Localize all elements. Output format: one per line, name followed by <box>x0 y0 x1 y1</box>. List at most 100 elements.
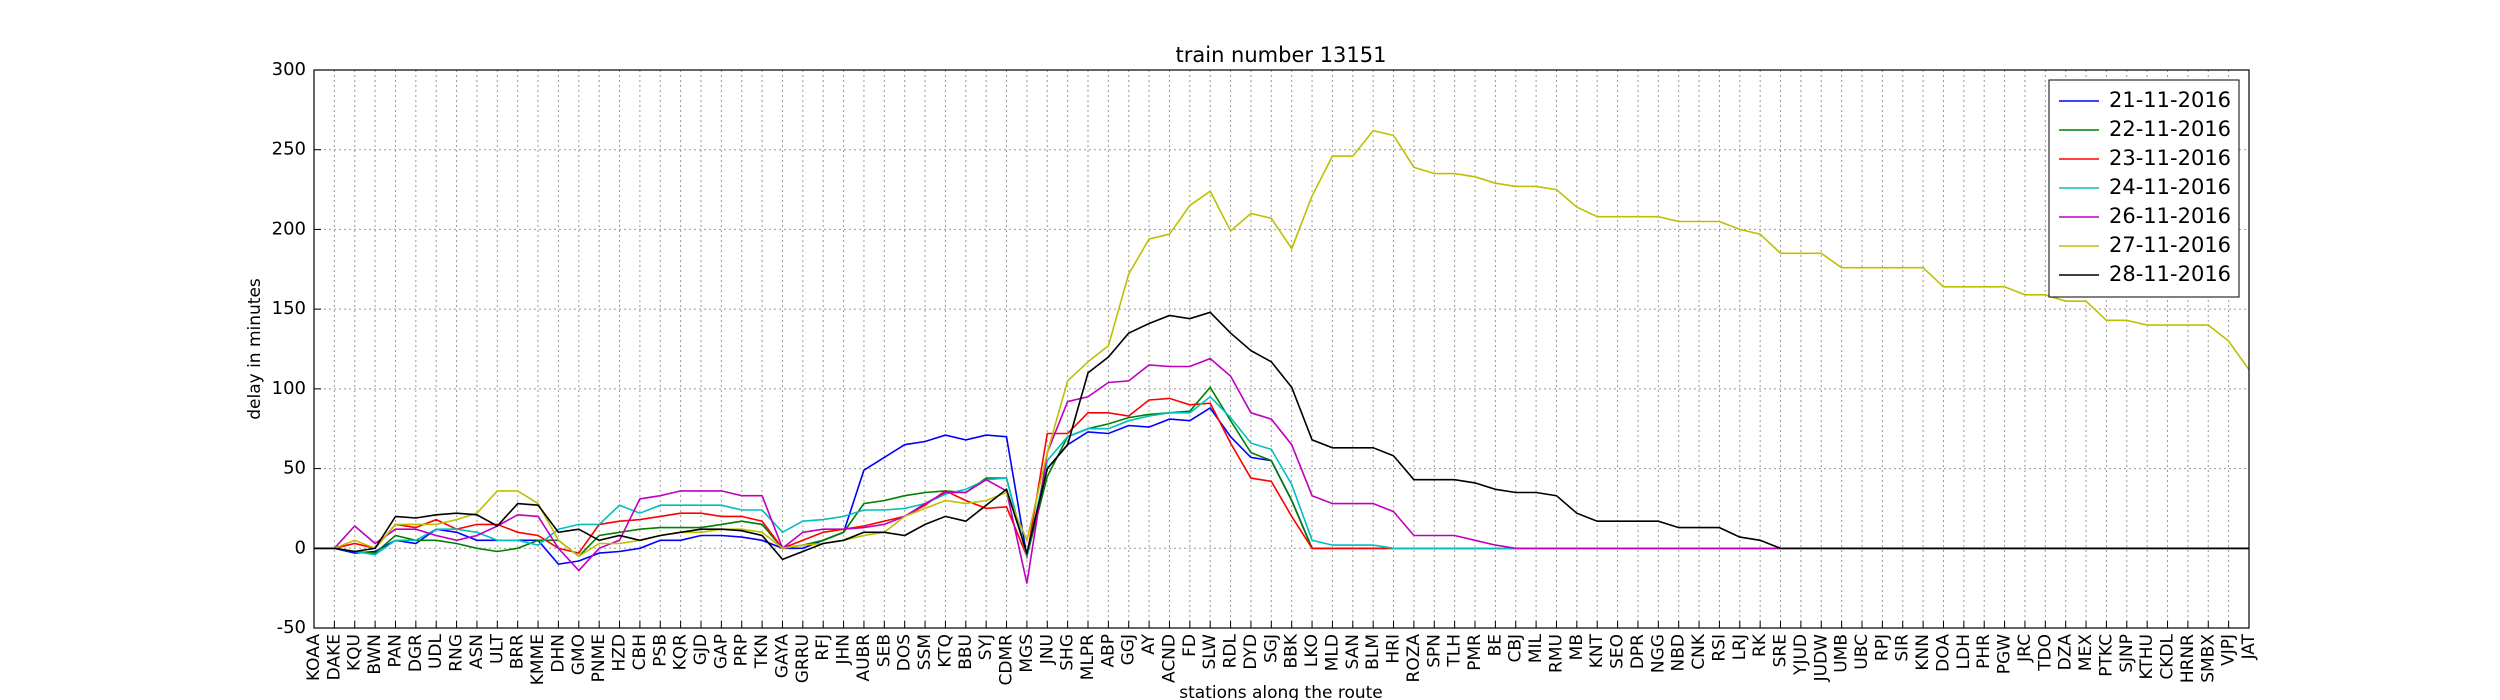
legend-label: 22-11-2016 <box>2109 117 2231 141</box>
x-tick-label: SSM <box>915 634 935 670</box>
series-line <box>314 395 2249 557</box>
x-tick-label: ASN <box>467 634 487 669</box>
legend-label: 28-11-2016 <box>2109 262 2231 286</box>
x-tick-label: ULT <box>487 633 507 664</box>
x-tick-label: RNG <box>447 634 467 672</box>
x-tick-label: DPR <box>1628 634 1648 669</box>
y-axis-label: delay in minutes <box>245 278 265 420</box>
x-tick-label: DOS <box>895 634 915 671</box>
x-tick-label: DGR <box>406 634 426 672</box>
x-tick-label: SRE <box>1771 634 1791 667</box>
y-tick-label: 300 <box>272 59 306 80</box>
x-tick-label: HZD <box>610 634 630 672</box>
x-tick-label: RMU <box>1546 634 1566 673</box>
x-tick-label: BRR <box>508 634 528 669</box>
x-tick-label: DYD <box>1241 634 1261 670</box>
x-tick-label: SLW <box>1200 634 1220 670</box>
legend-label: 21-11-2016 <box>2109 88 2231 112</box>
x-tick-label: CBH <box>630 634 650 670</box>
x-axis-label: stations along the route <box>1179 683 1383 700</box>
x-tick-label: SPN <box>1424 634 1444 668</box>
x-tick-label: MB <box>1567 634 1587 660</box>
x-tick-label: LKO <box>1302 634 1322 667</box>
x-tick-label: SMBX <box>2198 634 2218 683</box>
x-tick-label: SAN <box>1343 634 1363 669</box>
x-tick-label: KTQ <box>935 634 955 668</box>
x-tick-label: PRP <box>732 634 752 666</box>
x-tick-label: MLPR <box>1078 634 1098 680</box>
x-tick-label: JUDW <box>1811 634 1831 683</box>
x-tick-label: CDMR <box>997 634 1017 686</box>
series-line <box>314 397 2249 560</box>
x-tick-label: PMR <box>1465 634 1485 671</box>
x-tick-label: JAT <box>2239 633 2259 660</box>
x-tick-label: BLM <box>1363 634 1383 670</box>
x-tick-label: BBK <box>1282 633 1302 668</box>
legend: 21-11-2016 22-11-2016 23-11-2016 24-11-2016… <box>2048 79 2240 298</box>
x-tick-label: DZA <box>2056 634 2076 671</box>
x-tick-label: KOAA <box>304 634 324 681</box>
legend-box <box>2048 79 2240 298</box>
x-tick-label: TLH <box>1445 634 1465 668</box>
x-tick-label: PAN <box>385 634 405 668</box>
x-tick-label: GAP <box>711 634 731 669</box>
x-tick-label: RDL <box>1221 633 1241 668</box>
x-tick-label: DAKE <box>324 634 344 680</box>
x-tick-label: MIL <box>1526 633 1546 663</box>
x-tick-label: CKDL <box>2158 633 2178 679</box>
x-tick-label: RK <box>1750 633 1770 657</box>
y-tick-label: 200 <box>272 218 306 239</box>
x-tick-label: KTHU <box>2137 634 2157 679</box>
series-line <box>314 311 2249 561</box>
x-tick-label: LDH <box>1954 634 1974 669</box>
x-tick-label: SHG <box>1058 634 1078 671</box>
y-tick-label: 0 <box>295 537 306 558</box>
x-tick-label: MEX <box>2076 634 2096 671</box>
y-tick-label: 150 <box>272 298 306 319</box>
x-tick-label: SJNP <box>2117 634 2137 673</box>
y-tick-label: -50 <box>277 617 306 638</box>
series-line <box>314 129 2250 558</box>
y-tick-label: 100 <box>272 378 306 399</box>
series-line <box>314 385 2249 560</box>
x-tick-label: GGJ <box>1119 634 1139 665</box>
x-tick-label: KMME <box>528 634 548 685</box>
x-tick-label: SEB <box>874 634 894 667</box>
x-tick-label: KQU <box>345 634 365 671</box>
y-tick-label: 250 <box>272 139 306 160</box>
x-tick-label: UBC <box>1852 634 1872 670</box>
legend-label: 27-11-2016 <box>2109 233 2231 257</box>
x-tick-label: GJD <box>691 634 711 665</box>
x-tick-label: MGS <box>1017 634 1037 673</box>
x-tick-label: DHN <box>548 634 568 673</box>
legend-label: 26-11-2016 <box>2109 204 2231 228</box>
x-tick-label: KQR <box>671 634 691 671</box>
x-tick-label: KNN <box>1913 634 1933 671</box>
x-tick-label: VJPJ <box>2219 634 2239 666</box>
chart-title: train number 13151 <box>1176 43 1387 67</box>
x-tick-label: FD <box>1180 634 1200 657</box>
legend-label: 24-11-2016 <box>2109 175 2231 199</box>
plot-frame <box>313 69 2250 629</box>
x-tick-label: JHN <box>834 634 854 666</box>
x-tick-label: PTKC <box>2096 634 2116 677</box>
x-tick-label: TDO <box>2035 634 2055 672</box>
x-tick-label: CBJ <box>1506 634 1526 663</box>
x-tick-label: GAYA <box>772 634 792 679</box>
x-tick-label: HRNR <box>2178 634 2198 683</box>
x-tick-label: JRC <box>2015 634 2035 663</box>
x-tick-label: PHR <box>1974 634 1994 669</box>
x-tick-label: CNK <box>1689 633 1709 670</box>
x-tick-label: NBD <box>1669 634 1689 671</box>
x-tick-label: RSI <box>1709 634 1729 662</box>
x-tick-label: SGJ <box>1261 634 1281 663</box>
x-tick-label: AUBR <box>854 634 874 682</box>
x-tick-label: BWN <box>365 634 385 675</box>
x-tick-label: UMB <box>1832 634 1852 673</box>
x-tick-label: NGG <box>1648 634 1668 673</box>
x-tick-label: RFJ <box>813 634 833 661</box>
x-tick-label: ACND <box>1159 634 1179 683</box>
x-tick-label: ROZA <box>1404 634 1424 683</box>
